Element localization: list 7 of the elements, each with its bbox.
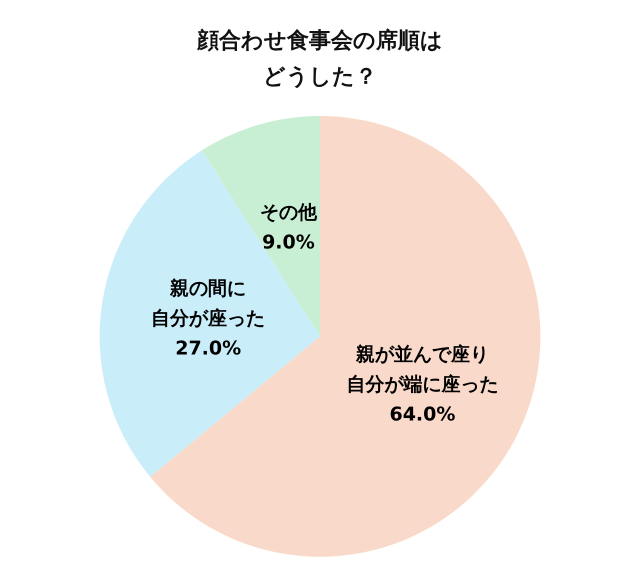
slice-label: 親の間に自分が座った [151,278,266,330]
slice-label: 親が並んで座り自分が端に座った [346,344,498,396]
data-label: 9.0% [262,232,315,254]
slice-label: その他 [260,202,318,224]
data-label: 64.0% [389,404,456,426]
chart-title: 顔合わせ食事会の席順はどうした？ [196,28,443,90]
data-label: 27.0% [175,338,242,360]
